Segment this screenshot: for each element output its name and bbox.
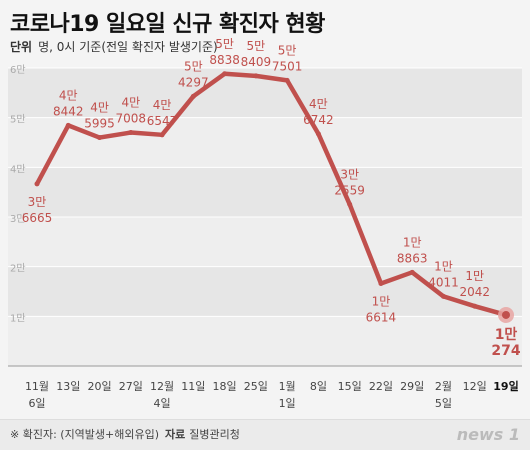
grid-band <box>8 217 522 267</box>
data-point <box>128 130 134 136</box>
x-tick-label: 29일 <box>400 379 424 393</box>
x-tick-label: 12일 <box>463 379 487 393</box>
data-label: 1만 <box>465 269 484 283</box>
data-label: 6742 <box>303 113 334 127</box>
data-label: 8409 <box>241 55 272 69</box>
data-label: 274 <box>491 343 520 359</box>
page-title: 코로나19 일요일 신규 확진자 현황 <box>10 12 325 37</box>
unit-text: 명, 0시 기준(전일 확진자 발생기준) <box>38 40 218 54</box>
data-point <box>34 181 40 187</box>
x-tick-label: 1일 <box>279 396 296 410</box>
data-point-last <box>502 310 510 319</box>
grid-band <box>8 316 522 366</box>
data-point <box>378 280 384 286</box>
x-tick-label: 2월 <box>435 380 452 393</box>
data-point <box>315 131 321 137</box>
x-tick-label: 12월 <box>150 380 174 393</box>
data-label: 4만 <box>153 98 172 112</box>
data-label: 5만 <box>278 43 297 57</box>
footer-bar <box>0 419 530 450</box>
x-tick-label: 11일 <box>181 379 205 393</box>
data-label: 4011 <box>428 275 459 289</box>
grid-band <box>8 117 522 168</box>
data-label: 2559 <box>334 183 365 197</box>
y-tick-label: 5만 <box>10 114 26 126</box>
x-tick-label: 19일 <box>493 379 518 393</box>
data-point <box>65 122 71 128</box>
data-label: 4만 <box>121 96 140 110</box>
grid-band <box>8 167 522 217</box>
data-label: 3만 <box>340 167 359 181</box>
unit-note: 단위 명, 0시 기준(전일 확진자 발생기준) <box>10 38 218 55</box>
x-tick-label: 27일 <box>119 379 143 393</box>
x-tick-label: 22일 <box>369 379 393 393</box>
data-label: 1만 <box>372 294 391 308</box>
x-tick-label: 15일 <box>338 379 362 393</box>
x-tick-label: 20일 <box>87 379 111 393</box>
x-tick-label: 8일 <box>310 379 327 393</box>
footnote-text: ※ 확진자: (지역발생+해외유입) <box>10 428 160 441</box>
data-point <box>472 303 478 309</box>
unit-label: 단위 <box>10 40 33 54</box>
data-label: 8863 <box>397 251 428 265</box>
data-point <box>253 73 259 79</box>
data-label: 4만 <box>59 88 78 102</box>
x-tick-label: 11월 <box>25 380 49 393</box>
data-label: 2042 <box>459 285 490 299</box>
data-point <box>409 269 415 275</box>
data-label: 4297 <box>178 75 209 89</box>
news1-logo: news 1 <box>456 425 520 444</box>
data-label: 6547 <box>147 114 178 128</box>
y-tick-label: 3만 <box>10 213 26 225</box>
footnote: ※ 확진자: (지역발생+해외유입) 자료 질병관리청 <box>10 426 240 442</box>
data-label: 3만 <box>28 195 47 209</box>
data-label: 4만 <box>309 97 328 111</box>
data-label: 4만 <box>90 101 109 115</box>
data-point <box>440 293 446 299</box>
y-tick-label: 1만 <box>10 312 26 324</box>
data-point <box>190 93 196 99</box>
data-point <box>97 135 103 141</box>
data-label: 5만 <box>247 39 266 53</box>
data-label: 6614 <box>366 310 397 324</box>
data-label: 7501 <box>272 59 303 73</box>
data-label: 5만 <box>215 37 234 51</box>
data-point <box>284 77 290 83</box>
data-label: 8838 <box>209 53 240 67</box>
data-point <box>222 71 228 77</box>
x-tick-label: 5일 <box>435 396 452 410</box>
data-label: 1만 <box>434 259 453 273</box>
source-text: 질병관리청 <box>189 428 240 441</box>
y-tick-label: 4만 <box>10 163 26 175</box>
data-label: 5995 <box>84 117 115 131</box>
x-tick-label: 18일 <box>213 379 237 393</box>
data-point <box>347 201 353 207</box>
source-label: 자료 <box>165 428 186 441</box>
y-tick-label: 6만 <box>10 64 26 76</box>
data-label: 1만 <box>495 327 518 343</box>
data-point <box>159 132 165 138</box>
x-tick-label: 6일 <box>28 396 45 410</box>
x-tick-label: 25일 <box>244 379 268 393</box>
grid-band <box>8 266 522 317</box>
x-tick-label: 13일 <box>56 379 80 393</box>
data-label: 8442 <box>53 104 84 118</box>
series-line <box>34 71 509 318</box>
data-label: 5만 <box>184 59 203 73</box>
x-tick-label: 4일 <box>154 396 171 410</box>
data-label: 1만 <box>403 235 422 249</box>
data-label: 6665 <box>22 211 53 225</box>
y-tick-label: 2만 <box>10 263 26 275</box>
x-tick-label: 1월 <box>279 380 296 393</box>
data-label: 7008 <box>116 112 147 126</box>
